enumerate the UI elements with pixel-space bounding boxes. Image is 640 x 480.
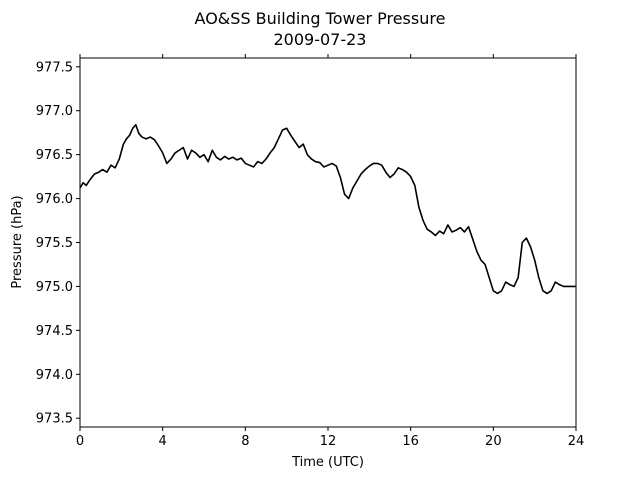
y-axis-label: Pressure (hPa) [10,195,25,288]
x-tick-label: 12 [320,434,337,449]
x-tick-label: 16 [402,434,419,449]
y-tick-label: 976.0 [36,192,73,207]
series-group [79,123,576,295]
x-tick-label: 4 [159,434,167,449]
y-tick-label: 973.5 [36,412,73,427]
pressure-series-line [79,123,576,295]
x-axis-label: Time (UTC) [291,455,364,470]
y-tick-label: 976.5 [36,148,73,163]
chart-subtitle: 2009-07-23 [274,30,367,49]
x-tick-label: 0 [76,434,84,449]
x-tick-label: 24 [568,434,585,449]
y-tick-label: 977.5 [36,60,73,75]
plot-frame [79,57,577,428]
chart-title: AO&SS Building Tower Pressure [195,9,446,28]
y-tick-label: 975.5 [36,236,73,251]
x-axis-ticks: 0 4 8 12 16 20 24 [76,54,584,449]
y-axis-ticks: 973.5 974.0 974.5 975.0 975.5 976.0 976.5 977.0… [36,60,80,427]
x-tick-label: 8 [241,434,249,449]
y-tick-label: 974.0 [36,368,73,383]
x-tick-label: 20 [485,434,502,449]
y-tick-label: 975.0 [36,280,73,295]
y-tick-label: 974.5 [36,324,73,339]
y-tick-label: 977.0 [36,104,73,119]
